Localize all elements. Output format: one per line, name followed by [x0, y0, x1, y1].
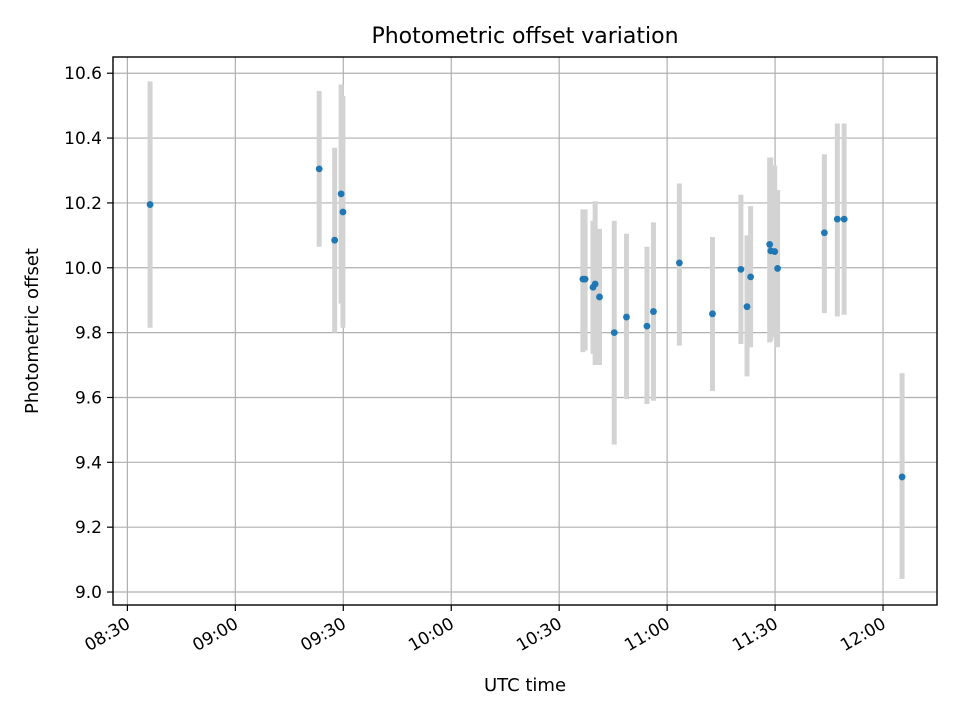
data-point [675, 259, 683, 267]
data-point [591, 280, 599, 288]
y-tick-label: 9.2 [75, 518, 102, 538]
y-axis-label: Photometric offset [22, 248, 43, 414]
data-points [146, 165, 906, 481]
data-point [643, 322, 651, 330]
data-point [337, 190, 345, 198]
y-tick-label: 10.0 [64, 259, 102, 279]
grid [113, 57, 937, 605]
data-point [709, 310, 716, 318]
data-point [315, 165, 323, 173]
y-axis-ticks: 9.0 9.2 9.4 9.6 9.8 10.0 10.2 10.4 10.6 [64, 64, 113, 603]
data-point [898, 473, 906, 481]
data-point [820, 229, 828, 237]
data-point [581, 275, 589, 283]
data-point [610, 329, 618, 337]
plot-frame [112, 56, 938, 606]
y-tick-label: 10.4 [64, 129, 102, 149]
data-point [146, 201, 154, 208]
y-tick-label: 9.8 [75, 324, 102, 344]
data-point [331, 236, 339, 244]
y-tick-label: 9.4 [75, 453, 102, 473]
data-point [840, 215, 848, 223]
data-point [623, 313, 630, 321]
chart-title: Photometric offset variation [371, 24, 678, 49]
y-tick-label: 10.2 [64, 194, 102, 214]
data-point [771, 248, 779, 255]
data-point [774, 265, 781, 272]
y-tick-label: 9.6 [75, 388, 102, 408]
data-point [743, 303, 751, 311]
data-point [737, 265, 745, 273]
data-point [596, 293, 603, 301]
data-point [747, 273, 755, 281]
y-tick-label: 9.0 [75, 583, 102, 603]
data-point [339, 208, 347, 216]
y-tick-label: 10.6 [64, 64, 102, 84]
data-point [833, 215, 841, 223]
data-point [650, 308, 657, 315]
data-point [766, 241, 774, 248]
x-axis-label: UTC time [484, 675, 566, 696]
